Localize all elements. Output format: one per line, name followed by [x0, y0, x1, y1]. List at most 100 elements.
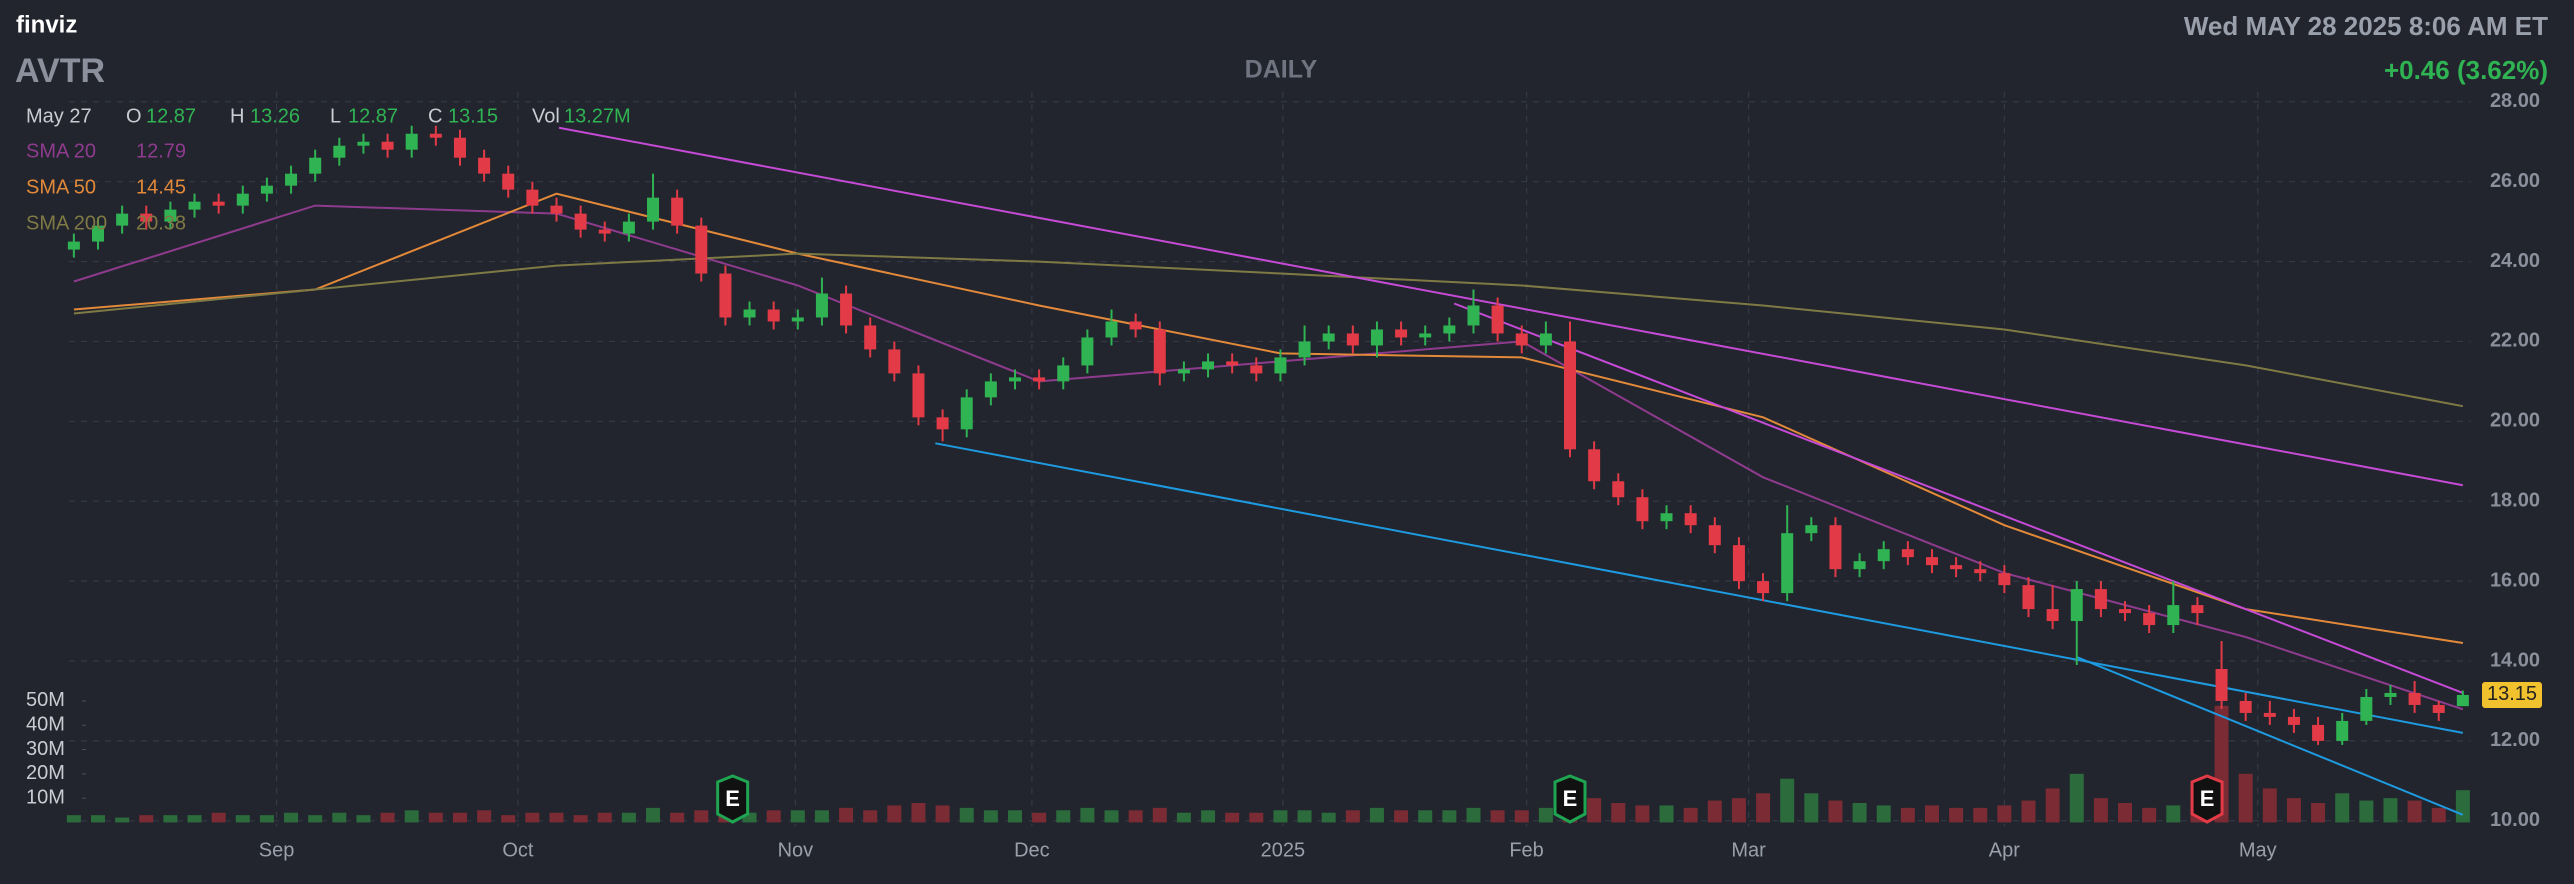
earnings-marker	[1553, 774, 1587, 824]
candle-body	[1636, 497, 1649, 522]
candle-body	[333, 145, 346, 158]
candle-body	[1370, 329, 1383, 346]
trend-line	[1453, 302, 2464, 694]
legend-low-key: L	[330, 105, 341, 127]
candle-body	[1153, 329, 1166, 374]
candle-body	[2263, 712, 2276, 717]
legend-close: 13.15	[448, 105, 498, 127]
candle-body	[1781, 533, 1794, 594]
volume-tick-label: 10M	[26, 786, 65, 808]
volume-bar	[259, 815, 274, 823]
timeframe: DAILY	[1245, 56, 1318, 84]
volume-bar	[2093, 798, 2108, 823]
earnings-label: E	[2200, 786, 2215, 811]
volume-bar	[2431, 807, 2446, 823]
candle-body	[212, 201, 225, 206]
volume-bar	[2407, 800, 2422, 823]
candle-body	[2456, 694, 2469, 707]
candle-body	[2408, 692, 2421, 705]
volume-bar	[1297, 810, 1312, 823]
volume-bar	[2142, 807, 2157, 823]
volume-bar	[2286, 798, 2301, 823]
volume-bar	[1731, 798, 1746, 823]
candle-body	[815, 293, 828, 318]
volume-bar	[959, 807, 974, 823]
candle-body	[1274, 357, 1287, 374]
earnings-label: E	[725, 786, 740, 811]
candle-body	[1081, 337, 1094, 366]
volume-bar	[1249, 812, 1264, 823]
volume-bar	[1176, 812, 1191, 823]
volume-bar	[1780, 778, 1795, 823]
legend-high: 13.26	[250, 105, 300, 127]
candle-body	[260, 185, 273, 194]
candle-body	[1395, 329, 1408, 338]
legend-open-key: O	[126, 105, 142, 127]
candle-body	[574, 213, 587, 230]
volume-bar	[452, 812, 467, 823]
sma-legend-name: SMA 200	[26, 212, 107, 234]
candle-body	[1177, 369, 1190, 374]
x-tick-label: Dec	[1014, 839, 1050, 861]
volume-bar	[597, 812, 612, 823]
candle-body	[1998, 573, 2011, 586]
candle-body	[647, 197, 660, 222]
candle-body	[1612, 481, 1625, 498]
candle-body	[1491, 305, 1504, 334]
candle-body	[671, 197, 684, 226]
x-tick-label: Feb	[1509, 839, 1543, 861]
candle-body	[1419, 333, 1432, 338]
trend-line	[935, 442, 2464, 734]
volume-bar	[1514, 810, 1529, 823]
candle-body	[2143, 613, 2156, 626]
logo[interactable]: finviz	[16, 11, 77, 38]
legend-volume: 13.27M	[564, 105, 631, 127]
candle-body	[2384, 692, 2397, 697]
price-change: +0.46 (3.62%)	[2384, 55, 2548, 85]
datetime: Wed MAY 28 2025 8:06 AM ET	[2184, 11, 2548, 41]
candle-body	[1346, 333, 1359, 346]
volume-bar	[1466, 807, 1481, 823]
candle-body	[1925, 557, 1938, 566]
volume-bar	[2311, 802, 2326, 823]
volume-bar	[621, 812, 636, 823]
candle-body	[2239, 700, 2252, 713]
sma-legend-name: SMA 20	[26, 140, 96, 162]
volume-bar	[332, 812, 347, 823]
volume-bar	[1683, 807, 1698, 823]
volume-bar	[139, 815, 154, 823]
candle-body	[1950, 565, 1963, 570]
volume-bar	[1756, 793, 1771, 823]
volume-bar	[1442, 810, 1457, 823]
volume-bar	[1538, 807, 1553, 823]
volume-bar	[380, 812, 395, 823]
volume-bar	[1924, 805, 1939, 823]
volume-bar	[1369, 807, 1384, 823]
candle-body	[1250, 365, 1263, 374]
candle-body	[2119, 609, 2132, 614]
volume-bar	[911, 802, 926, 823]
volume-bar	[646, 807, 661, 823]
volume-bar	[1345, 810, 1360, 823]
candle-body	[1853, 561, 1866, 570]
volume-bar	[549, 812, 564, 823]
x-tick-label: 2025	[1261, 839, 1306, 861]
y-tick-label: 22.00	[2490, 330, 2540, 352]
candle-body	[502, 173, 515, 190]
candle-body	[478, 157, 491, 174]
sma-legend-value: 20.38	[136, 212, 186, 234]
volume-bar	[2021, 800, 2036, 823]
candle-body	[92, 225, 105, 242]
candle-body	[405, 133, 418, 150]
candle-body	[791, 317, 804, 322]
volume-bar	[983, 810, 998, 823]
volume-bar	[2455, 790, 2470, 823]
volume-bar	[308, 815, 323, 823]
candle-body	[1539, 333, 1552, 346]
candle-body	[285, 173, 298, 186]
volume-bar	[1949, 807, 1964, 823]
y-tick-label: 12.00	[2490, 729, 2540, 751]
last-price-label: 13.15	[2487, 683, 2537, 705]
